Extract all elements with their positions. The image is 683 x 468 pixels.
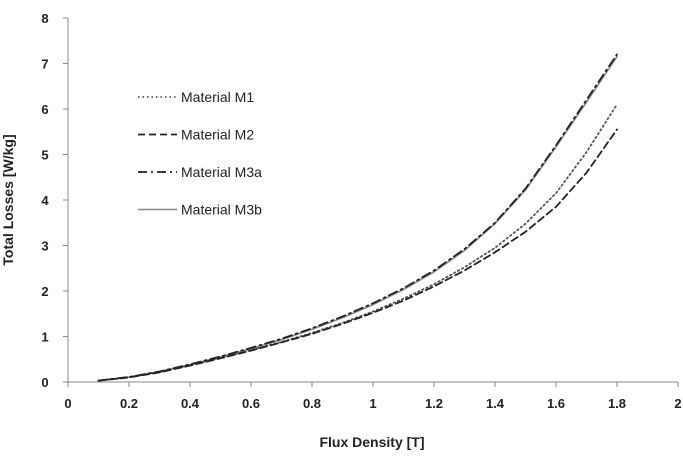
y-tick-label: 4 bbox=[41, 193, 49, 208]
x-tick-label: 0.4 bbox=[181, 396, 200, 411]
legend-entry-label: Material M2 bbox=[181, 127, 254, 143]
x-tick-label: 0.8 bbox=[303, 396, 321, 411]
y-tick-label: 0 bbox=[41, 375, 48, 390]
x-tick-label: 1.6 bbox=[547, 396, 565, 411]
y-tick-label: 5 bbox=[41, 148, 48, 163]
legend-entry-label: Material M1 bbox=[181, 89, 254, 105]
y-tick-label: 8 bbox=[41, 11, 48, 26]
y-tick-label: 3 bbox=[41, 239, 48, 254]
x-tick-label: 2 bbox=[674, 396, 681, 411]
series-line-material-m3a bbox=[97, 53, 618, 382]
y-tick-label: 7 bbox=[41, 57, 48, 72]
y-tick-label: 1 bbox=[41, 330, 48, 345]
legend: Material M1 Material M2 Material M3a Materi… bbox=[138, 89, 262, 218]
series-line-material-m1 bbox=[97, 103, 618, 382]
series-lines bbox=[97, 53, 618, 382]
series-line-material-m2 bbox=[97, 128, 618, 382]
y-axis-title: Total Losses [W/kg] bbox=[0, 134, 16, 265]
x-tick-label: 1.8 bbox=[608, 396, 626, 411]
x-tick-label: 0.2 bbox=[120, 396, 138, 411]
legend-entry-label: Material M3b bbox=[181, 202, 262, 218]
y-tick-label: 2 bbox=[41, 284, 48, 299]
x-tick-label: 1.4 bbox=[486, 396, 505, 411]
x-tick-label: 0.6 bbox=[242, 396, 260, 411]
x-tick-label: 1.2 bbox=[425, 396, 443, 411]
legend-entry-label: Material M3a bbox=[181, 164, 262, 180]
y-tick-labels: 0 1 2 3 4 5 6 7 8 bbox=[41, 11, 68, 390]
axes bbox=[67, 18, 678, 383]
y-tick-label: 6 bbox=[41, 102, 48, 117]
x-tick-label: 1 bbox=[369, 396, 376, 411]
x-tick-label: 0 bbox=[64, 396, 71, 411]
x-tick-labels: 0 0.2 0.4 0.6 0.8 1 1.2 1.4 1.6 1.8 2 bbox=[64, 382, 682, 411]
series-line-material-m3b bbox=[97, 55, 618, 382]
x-axis-title: Flux Density [T] bbox=[319, 434, 424, 450]
